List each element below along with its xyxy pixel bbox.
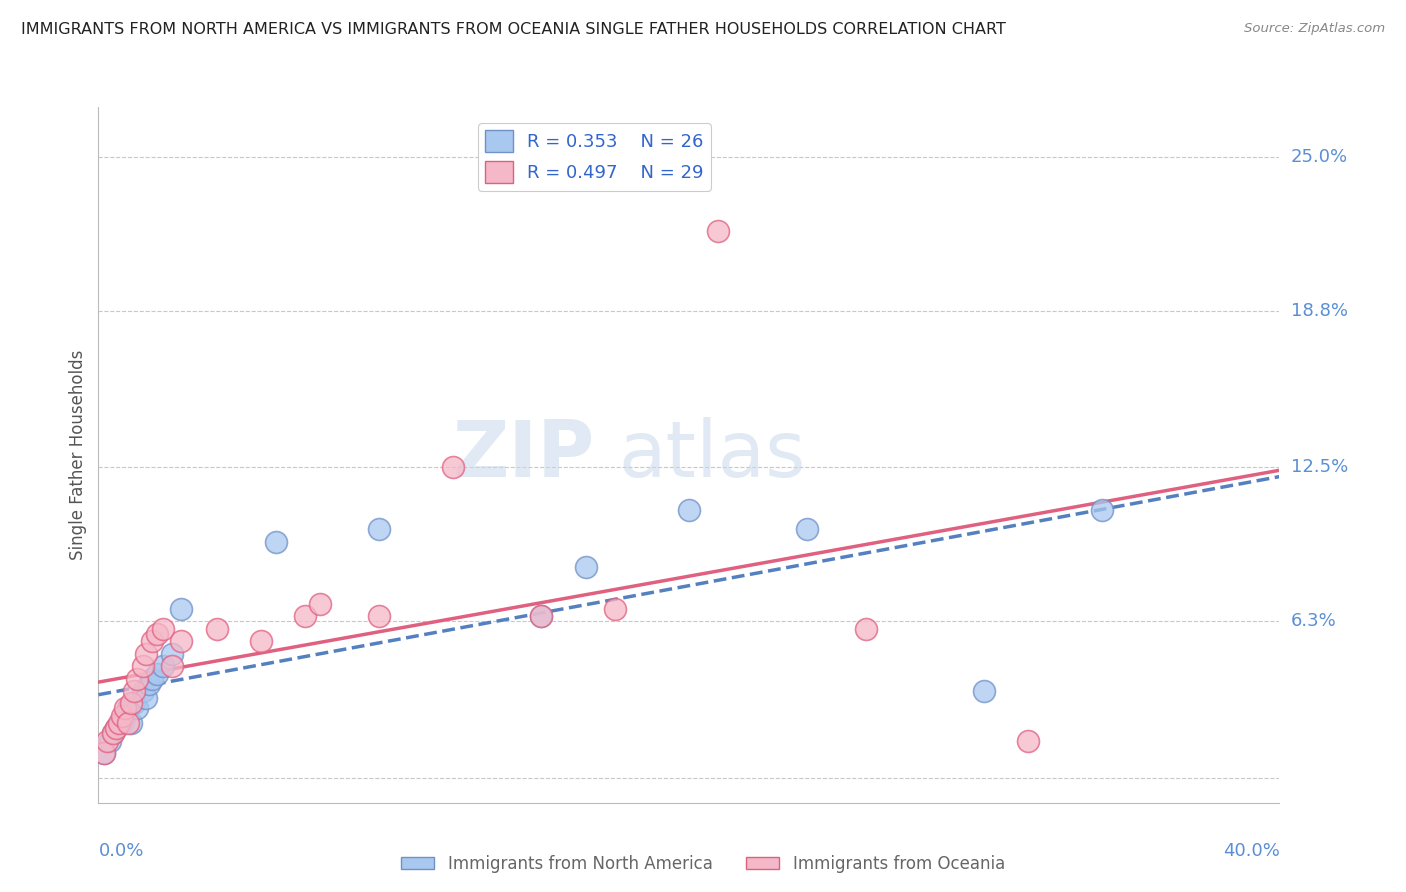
Point xyxy=(530,609,553,624)
Point xyxy=(125,672,148,686)
Y-axis label: Single Father Households: Single Father Households xyxy=(69,350,87,560)
Text: ZIP: ZIP xyxy=(453,417,595,493)
Point xyxy=(796,523,818,537)
Point xyxy=(132,659,155,673)
Text: 6.3%: 6.3% xyxy=(1291,613,1336,631)
Text: 12.5%: 12.5% xyxy=(1291,458,1348,476)
Point xyxy=(122,697,145,711)
Text: IMMIGRANTS FROM NORTH AMERICA VS IMMIGRANTS FROM OCEANIA SINGLE FATHER HOUSEHOLD: IMMIGRANTS FROM NORTH AMERICA VS IMMIGRA… xyxy=(21,22,1005,37)
Point xyxy=(264,534,287,549)
Point xyxy=(141,634,163,648)
Point xyxy=(122,684,145,698)
Point xyxy=(117,701,139,715)
Point xyxy=(250,634,273,648)
Point xyxy=(574,559,596,574)
Point xyxy=(93,746,115,760)
Point xyxy=(152,659,174,673)
Point xyxy=(152,622,174,636)
Point xyxy=(309,597,332,611)
Point xyxy=(105,721,128,735)
Point xyxy=(1091,502,1114,516)
Point xyxy=(111,708,134,723)
Text: 0.0%: 0.0% xyxy=(98,842,143,860)
Point xyxy=(96,733,118,747)
Point xyxy=(146,627,169,641)
Point xyxy=(605,602,627,616)
Text: 40.0%: 40.0% xyxy=(1223,842,1279,860)
Point xyxy=(114,708,136,723)
Point xyxy=(678,502,700,516)
Point xyxy=(162,659,183,673)
Point xyxy=(707,224,730,238)
Text: atlas: atlas xyxy=(619,417,806,493)
Point xyxy=(138,676,160,690)
Point xyxy=(170,602,193,616)
Legend: Immigrants from North America, Immigrants from Oceania: Immigrants from North America, Immigrant… xyxy=(395,848,1011,880)
Point xyxy=(368,523,391,537)
Point xyxy=(103,726,125,740)
Point xyxy=(146,666,169,681)
Point xyxy=(114,701,136,715)
Point xyxy=(117,716,139,731)
Text: 18.8%: 18.8% xyxy=(1291,301,1347,320)
Point xyxy=(368,609,391,624)
Point xyxy=(120,697,142,711)
Point xyxy=(973,684,995,698)
Point xyxy=(530,609,553,624)
Point xyxy=(93,746,115,760)
Point xyxy=(170,634,193,648)
Point xyxy=(141,672,163,686)
Point xyxy=(105,721,128,735)
Point xyxy=(108,716,131,731)
Point xyxy=(111,716,134,731)
Point xyxy=(120,716,142,731)
Text: Source: ZipAtlas.com: Source: ZipAtlas.com xyxy=(1244,22,1385,36)
Point xyxy=(135,691,157,706)
Point xyxy=(162,647,183,661)
Point xyxy=(98,733,121,747)
Point xyxy=(135,647,157,661)
Point xyxy=(132,684,155,698)
Point xyxy=(125,701,148,715)
Point xyxy=(103,726,125,740)
Legend: R = 0.353    N = 26, R = 0.497    N = 29: R = 0.353 N = 26, R = 0.497 N = 29 xyxy=(478,123,710,191)
Point xyxy=(855,622,877,636)
Point xyxy=(441,460,464,475)
Point xyxy=(1017,733,1039,747)
Point xyxy=(294,609,316,624)
Text: 25.0%: 25.0% xyxy=(1291,148,1348,166)
Point xyxy=(205,622,228,636)
